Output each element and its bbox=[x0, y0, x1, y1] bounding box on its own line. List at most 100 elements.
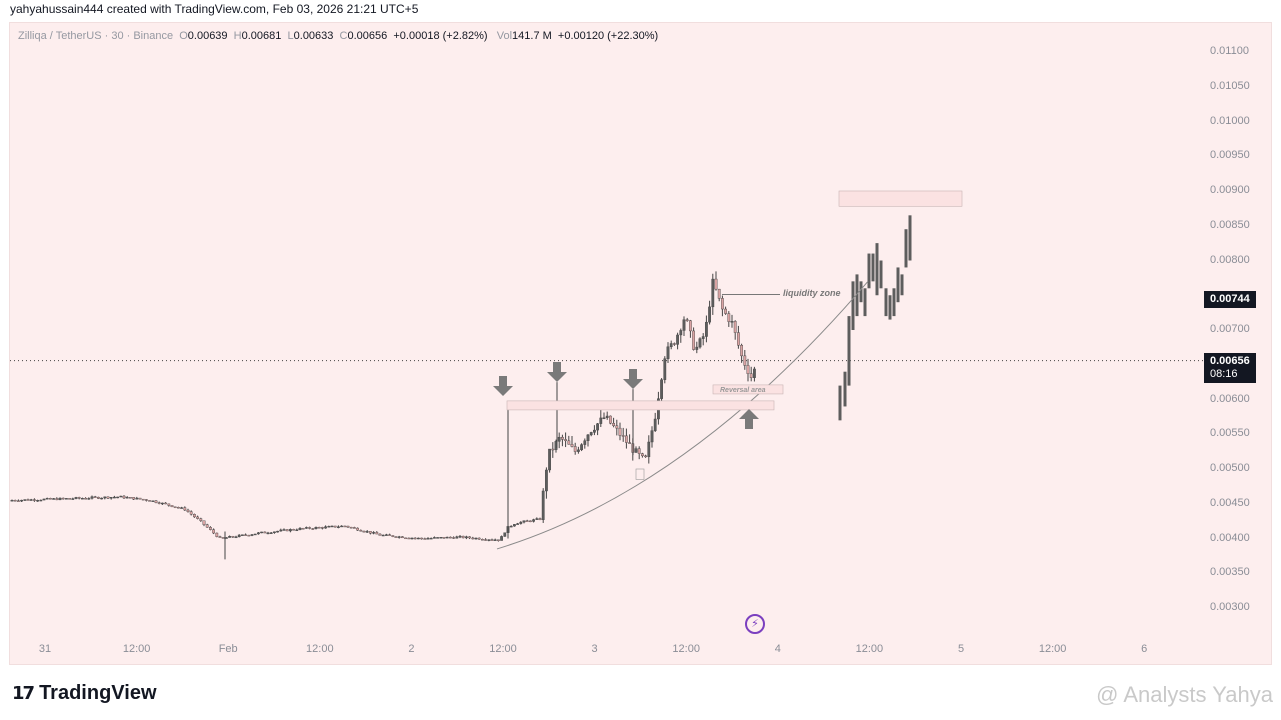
candle-body bbox=[87, 498, 91, 500]
candle-body bbox=[330, 525, 334, 528]
candle-body bbox=[157, 502, 161, 504]
candle-body bbox=[167, 503, 171, 506]
candle-body bbox=[730, 321, 734, 323]
candle-body bbox=[93, 496, 97, 498]
time-tick-label: 12:00 bbox=[306, 643, 334, 655]
candle-body bbox=[378, 533, 382, 536]
candle-body bbox=[173, 506, 177, 509]
candle-body bbox=[599, 417, 603, 424]
candle-body bbox=[727, 313, 731, 322]
candle-body bbox=[513, 524, 516, 527]
candle-body bbox=[301, 527, 305, 530]
candle-body bbox=[637, 448, 641, 454]
candle-body bbox=[186, 509, 190, 512]
symbol-name[interactable]: Zilliqa / TetherUS · 30 · Binance bbox=[18, 30, 174, 42]
candle-body bbox=[128, 497, 132, 499]
price-tick-label: 0.00500 bbox=[1210, 462, 1250, 474]
candle-body bbox=[74, 497, 78, 499]
time-tick-label: 12:00 bbox=[489, 643, 517, 655]
candle-body bbox=[452, 537, 455, 539]
candle-body bbox=[711, 278, 715, 308]
symbol-legend[interactable]: Zilliqa / TetherUS · 30 · Binance O0.006… bbox=[18, 30, 658, 42]
time-tick-label: 3 bbox=[591, 643, 598, 655]
candle-body bbox=[439, 537, 443, 539]
candle-body bbox=[90, 496, 94, 499]
open-label: O bbox=[179, 30, 188, 42]
projected-bar bbox=[896, 267, 900, 303]
candle-body bbox=[426, 538, 430, 540]
down-arrow-icon bbox=[493, 376, 513, 396]
projected-bar bbox=[900, 274, 904, 296]
candle-body bbox=[740, 345, 744, 357]
candle-body bbox=[538, 518, 542, 520]
candle-body bbox=[666, 346, 670, 359]
volume-change-value: +0.00120 (+22.30%) bbox=[557, 30, 659, 42]
candle-body bbox=[545, 469, 548, 492]
candle-body bbox=[125, 497, 129, 499]
candle-body bbox=[308, 527, 311, 529]
candle-body bbox=[433, 537, 436, 539]
candle-body bbox=[458, 535, 462, 538]
price-tick-label: 0.00700 bbox=[1210, 323, 1250, 335]
candle-body bbox=[397, 536, 401, 538]
price-tick-label: 0.00600 bbox=[1210, 392, 1250, 405]
change-value: +0.00018 (+2.82%) bbox=[393, 30, 488, 42]
tradingview-logo[interactable]: 17 TradingView bbox=[12, 682, 157, 705]
tradingview-mark-icon: 17 bbox=[12, 683, 35, 704]
candle-body bbox=[685, 319, 689, 321]
candle-body bbox=[497, 539, 500, 541]
candle-body bbox=[266, 532, 270, 535]
volume-label: Vol bbox=[496, 30, 513, 42]
candle-body bbox=[682, 319, 686, 331]
candle-body bbox=[580, 444, 584, 451]
chart-pane[interactable] bbox=[9, 22, 1272, 665]
candle-body bbox=[112, 496, 116, 499]
candle-body bbox=[13, 500, 17, 502]
projected-bar bbox=[838, 385, 842, 421]
reversal-area-box bbox=[712, 384, 784, 395]
down-arrow-icon bbox=[547, 362, 567, 382]
candle-body bbox=[234, 536, 238, 539]
candle-body bbox=[257, 532, 260, 535]
time-tick-label: 12:00 bbox=[1038, 643, 1067, 655]
candle-body bbox=[295, 529, 299, 532]
candle-body bbox=[164, 502, 167, 505]
candle-body bbox=[100, 497, 104, 500]
candle-body bbox=[224, 537, 228, 539]
bar-countdown: 08:16 bbox=[1210, 367, 1238, 380]
candle-body bbox=[282, 529, 286, 531]
candle-body bbox=[218, 536, 222, 538]
candle-body bbox=[116, 496, 120, 499]
candle-body bbox=[724, 308, 728, 314]
projected-bar bbox=[884, 288, 888, 317]
trendline-price-badge: 0.00744 bbox=[1204, 291, 1256, 309]
candle-body bbox=[29, 499, 33, 501]
candle-body bbox=[644, 455, 648, 458]
candle-body bbox=[484, 539, 487, 541]
candle-body bbox=[263, 531, 267, 534]
candle-body bbox=[621, 435, 625, 437]
candle-body bbox=[337, 526, 340, 528]
candle-body bbox=[615, 425, 619, 429]
candle-body bbox=[33, 499, 36, 501]
candle-body bbox=[122, 495, 126, 499]
candle-body bbox=[625, 435, 628, 443]
time-tick-label: 5 bbox=[957, 643, 965, 655]
candle-body bbox=[532, 519, 536, 522]
lightning-icon[interactable]: ⚡ bbox=[745, 614, 765, 634]
candle-body bbox=[103, 496, 107, 499]
projected-bar bbox=[851, 281, 855, 330]
price-tick-label: 0.01000 bbox=[1210, 114, 1250, 127]
tradingview-wordmark: TradingView bbox=[39, 682, 157, 704]
candle-body bbox=[273, 531, 276, 533]
candle-body bbox=[64, 498, 68, 500]
candle-body bbox=[61, 497, 65, 500]
candle-body bbox=[10, 500, 14, 502]
candle-body bbox=[170, 505, 174, 508]
candle-body bbox=[17, 500, 20, 502]
candle-body bbox=[77, 497, 81, 499]
candle-body bbox=[141, 498, 145, 501]
candle-body bbox=[679, 330, 683, 336]
candle-body bbox=[586, 434, 590, 441]
